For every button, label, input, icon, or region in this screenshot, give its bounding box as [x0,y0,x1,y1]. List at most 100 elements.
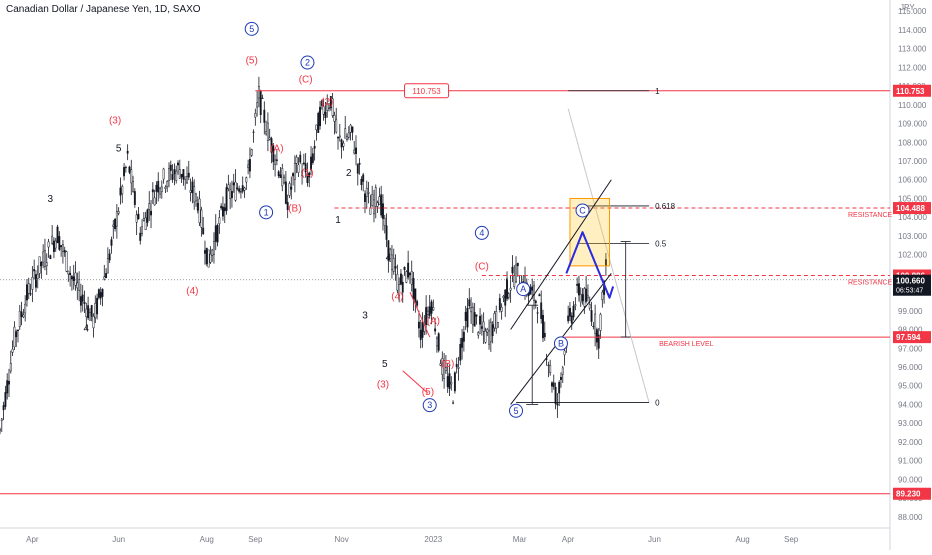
candle-body [509,287,512,291]
y-tick-label: 90.000 [898,475,923,484]
wave-label: 5 [249,24,254,34]
y-tick-label: 92.000 [898,438,923,447]
candle-body [329,96,332,109]
candle-body [230,191,233,199]
wave-label: (B) [288,204,301,215]
candle-body [507,293,510,298]
candle-body [166,181,169,187]
candle-body [534,300,537,304]
candle-body [157,180,160,193]
candle-body [601,291,604,300]
candle-body [344,128,347,139]
candle-body [536,312,539,314]
candle-body [81,294,84,302]
candle-body [13,326,16,348]
candle-body [105,273,108,279]
level-note: RESISTANCE [848,279,893,286]
candle-body [295,156,298,164]
candle-body [356,164,359,174]
y-tick-label: 110.000 [898,101,927,110]
candle-body [142,218,145,221]
candle-body [40,262,43,267]
price-tag-label: 89.230 [896,490,921,499]
candle-body [74,272,77,286]
candle-body [153,197,156,206]
x-tick-label: Aug [200,535,214,544]
candle-body [133,191,136,205]
y-tick-label: 99.000 [898,307,923,316]
candle-body [177,162,179,166]
candle-body [506,278,508,299]
candle-body [466,307,469,328]
candle-body [186,176,188,184]
candle-body [385,225,388,240]
candle-body [85,308,88,317]
candle-body [383,217,386,226]
candle-body [358,162,361,165]
wave-label: 5 [514,406,519,416]
candle-body [437,333,440,351]
candle-body [306,173,309,184]
candle-body [103,276,106,280]
last-price-tag [893,274,931,296]
candle-body [450,382,453,385]
y-tick-label: 107.000 [898,157,927,166]
candle-body [65,251,68,272]
candle-body [315,124,318,130]
wedge-line [402,370,429,394]
level-note: RESISTANCE [848,212,893,219]
candle-body [274,159,277,165]
y-tick-label: 104.000 [898,213,927,222]
candle-body [430,301,433,314]
candle-body [301,171,304,176]
candle-body [597,334,600,349]
candle-body [52,240,55,252]
candle-body [284,181,287,204]
candle-body [286,202,289,210]
price-tag-label: 110.753 [896,87,925,96]
candle-body [362,174,365,182]
candle-body [227,184,230,189]
candle-body [250,149,253,156]
candle-body [531,286,534,291]
candle-body [322,106,325,115]
candle-body [15,331,18,338]
candle-body [171,174,174,180]
candle-body [470,307,473,313]
candle-body [513,275,516,288]
candle-body [347,132,350,138]
candle-body [380,194,383,216]
wave-label: 3 [48,194,54,205]
candle-body [234,181,237,201]
candle-body [87,305,90,319]
candle-body [586,295,589,299]
wave-circle [474,225,489,240]
candle-body [130,169,133,184]
candle-body [137,213,140,220]
candle-body [304,163,307,173]
candle-body [435,337,438,347]
x-tick-label: Mar [513,535,527,544]
candle-body [72,276,75,281]
y-tick-label: 102.000 [898,251,927,260]
candle-body [417,321,420,329]
candle-body [452,402,455,404]
candle-body [108,253,111,261]
candle-body [376,202,379,207]
candle-body [96,297,99,315]
candle-body [561,367,564,375]
candle-body [178,169,181,179]
candle-body [556,403,559,406]
candle-body [421,322,424,338]
y-tick-label: 97.000 [898,344,923,353]
candle-body [6,380,9,394]
wave-label: 5 [116,144,122,155]
candle-body [488,330,491,345]
candle-body [459,343,462,361]
fib-ratio-label: 0 [655,399,660,408]
candle-body [405,271,408,283]
candle-body [232,182,235,186]
wave-label: 5 [382,359,388,370]
